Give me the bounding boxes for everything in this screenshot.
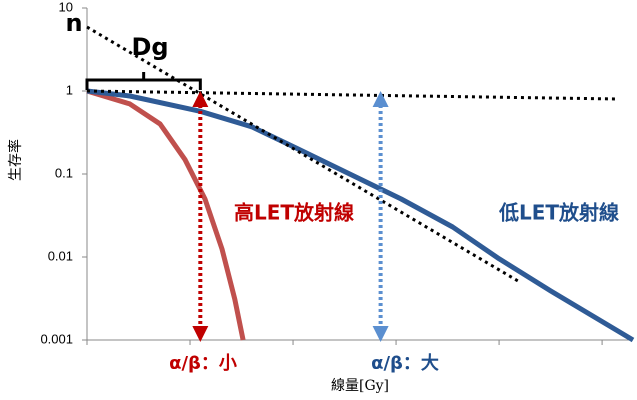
y-tick-label: 10: [59, 0, 73, 14]
y-tick-label: 1: [66, 82, 73, 97]
bracket: [85, 72, 202, 90]
curve: [86, 88, 246, 341]
dotted-line: [86, 25, 521, 284]
curve: [86, 88, 635, 343]
annotation: α/β：大: [371, 352, 439, 374]
bracket-label: Dg: [131, 33, 168, 61]
annotation: 高LET放射線: [234, 201, 354, 225]
x-axis-label: 線量[Gy]: [331, 378, 389, 394]
y-axis-label: 生存率: [7, 139, 24, 181]
y-tick-label: 0.1: [55, 165, 73, 180]
annotation: α/β：小: [169, 353, 237, 374]
y-tick-label: 0.01: [48, 248, 73, 263]
dotted-line: [86, 89, 618, 101]
annotation: 低LET放射線: [498, 201, 619, 225]
annotation: n: [65, 9, 82, 37]
y-tick-label: 0.001: [40, 331, 73, 346]
